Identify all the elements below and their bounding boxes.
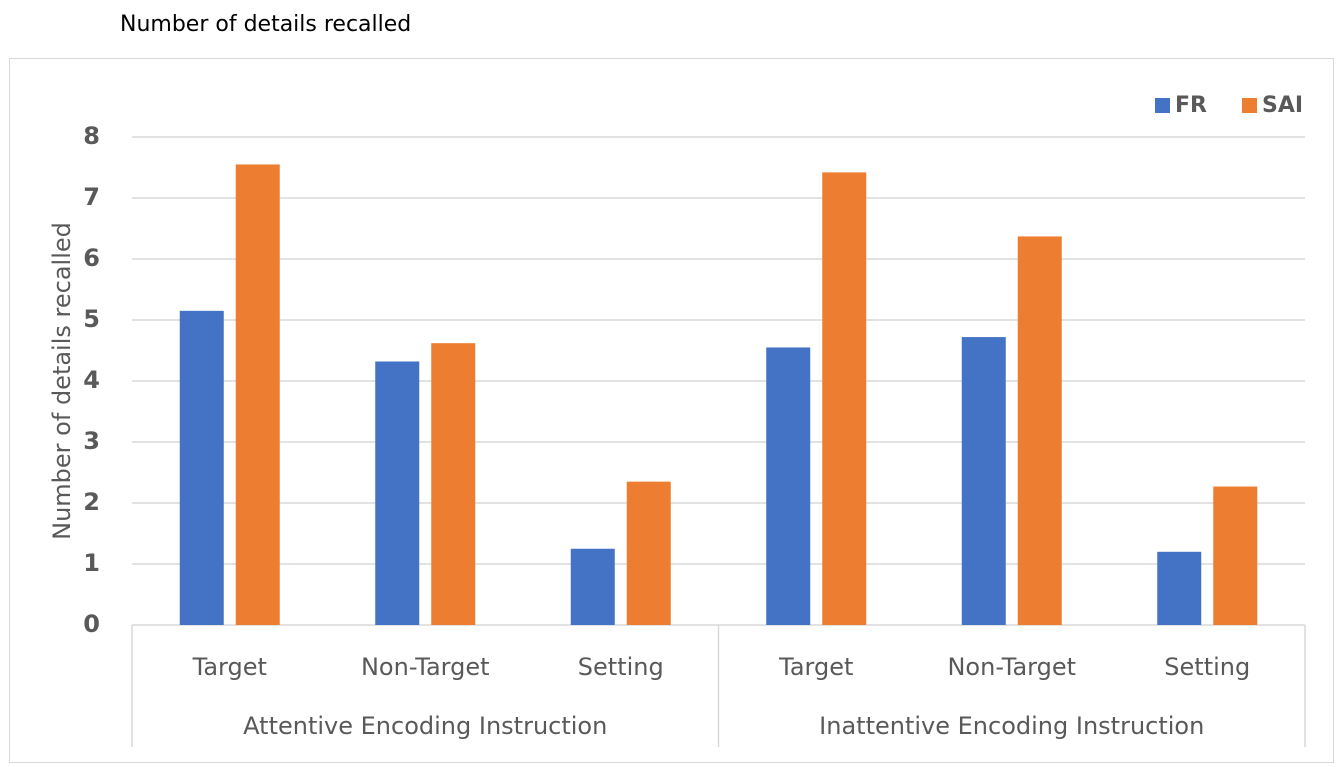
bar-sai [1213,486,1258,625]
group-label: Attentive Encoding Instruction [243,712,607,740]
y-tick-label: 7 [83,183,100,211]
legend-swatch-fr [1155,98,1170,113]
bar-sai [822,172,867,625]
bar-fr [961,337,1006,625]
x-tick-label: Target [192,653,267,681]
bar-sai [1017,236,1062,625]
y-tick-label: 4 [83,366,100,394]
x-tick-label: Target [778,653,853,681]
bar-fr [570,548,615,625]
y-tick-label: 5 [83,305,100,333]
y-tick-label: 2 [83,488,100,516]
x-tick-label: Non-Target [947,653,1076,681]
chart-caption: Number of details recalled [120,12,412,37]
bar-fr [1157,551,1202,625]
legend-swatch-sai [1242,98,1257,113]
bar-fr [375,361,420,625]
y-tick-label: 6 [83,244,100,272]
y-tick-label: 1 [83,549,100,577]
bar-sai [235,164,280,625]
bar-sai [626,481,671,625]
bar-fr [766,347,811,625]
bar-fr [179,310,224,625]
y-tick-label: 0 [83,610,100,638]
x-tick-label: Non-Target [361,653,490,681]
bar-sai [431,343,476,625]
chart-frame [9,58,1334,763]
x-tick-label: Setting [1164,653,1250,681]
y-tick-label: 8 [83,122,100,150]
group-label: Inattentive Encoding Instruction [819,712,1204,740]
legend-label-sai: SAI [1262,93,1303,118]
y-axis-label: Number of details recalled [48,222,76,540]
y-tick-label: 3 [83,427,100,455]
legend-label-fr: FR [1175,93,1207,118]
x-tick-label: Setting [578,653,664,681]
